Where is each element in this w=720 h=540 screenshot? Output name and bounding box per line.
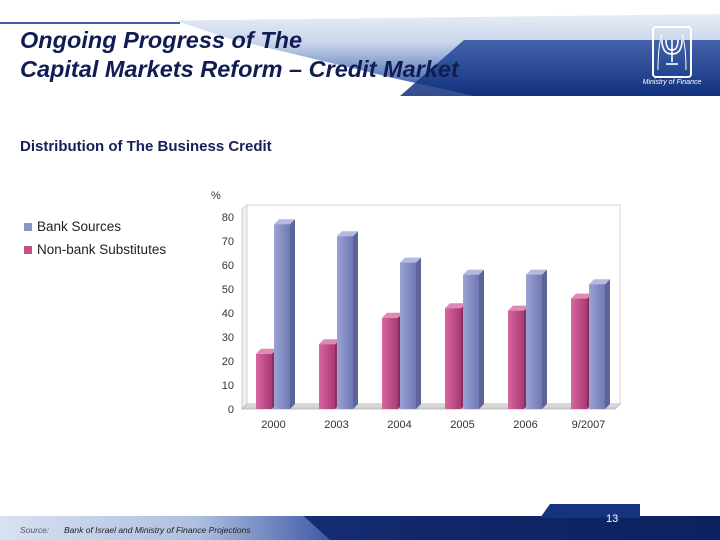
chart-legend: Bank Sources Non-bank Substitutes <box>24 215 166 261</box>
x-tick-label: 9/2007 <box>572 419 606 431</box>
legend-swatch-nonbank <box>24 245 32 254</box>
section-subtitle: Distribution of The Business Credit <box>20 138 272 155</box>
y-tick-label: 30 <box>222 332 234 344</box>
legend-label-bank: Bank Sources <box>37 219 122 234</box>
x-tick-label: 2004 <box>387 419 411 431</box>
y-tick-label: 10 <box>222 380 234 392</box>
bar-bank-side <box>416 257 421 409</box>
legend-item-bank: Bank Sources <box>24 215 166 238</box>
bar-bank-top <box>463 269 484 275</box>
bar-nonbank-top <box>571 293 592 299</box>
y-tick-label: 20 <box>222 356 234 368</box>
bar-nonbank <box>382 317 398 409</box>
chart-back-wall <box>246 204 621 405</box>
y-tick-label: 70 <box>222 236 234 248</box>
chart-side-wall <box>241 203 248 411</box>
bar-bank-side <box>479 269 484 409</box>
header-swoosh-dark <box>400 40 720 96</box>
x-tick-label: 2000 <box>261 419 285 431</box>
bar-nonbank-top <box>319 339 340 345</box>
bar-bank-top <box>526 269 547 275</box>
bar-nonbank <box>445 308 461 409</box>
x-tick-label: 2003 <box>324 419 348 431</box>
bar-bank-side <box>290 219 295 409</box>
bar-bank-top <box>274 219 295 225</box>
y-tick-label: 50 <box>222 284 234 296</box>
bar-nonbank <box>256 353 272 409</box>
footer-bar <box>0 516 720 540</box>
bar-nonbank-top <box>445 303 466 309</box>
x-tick-label: 2005 <box>450 419 474 431</box>
bar-nonbank-top <box>256 348 277 354</box>
bar-nonbank <box>508 310 524 409</box>
legend-item-nonbank: Non-bank Substitutes <box>24 238 166 261</box>
y-tick-label: 80 <box>222 212 234 224</box>
y-tick-label: 40 <box>222 308 234 320</box>
y-tick-label: 0 <box>228 404 234 416</box>
page-number: 13 <box>606 513 619 525</box>
bar-nonbank <box>319 344 335 409</box>
bar-nonbank-top <box>508 305 529 311</box>
chart-floor <box>240 403 622 410</box>
header: Ongoing Progress of The Capital Markets … <box>0 0 720 96</box>
footer-light-band <box>0 516 330 540</box>
page-title-line-1: Ongoing Progress of The <box>20 27 303 53</box>
footer-tab <box>540 504 640 518</box>
legend-swatch-bank <box>24 222 32 231</box>
bar-nonbank-top <box>382 312 403 318</box>
y-tick-label: 60 <box>222 260 234 272</box>
bar-bank <box>589 284 605 409</box>
bar-bank-side <box>353 231 358 409</box>
bar-bank <box>274 224 290 409</box>
source-text: Bank of Israel and Ministry of Finance P… <box>64 525 251 535</box>
header-rule <box>0 22 180 24</box>
bar-bank <box>463 274 479 409</box>
source-label: Source: <box>20 525 50 535</box>
bar-bank <box>526 274 542 409</box>
page-title: Ongoing Progress of The Capital Markets … <box>20 26 459 84</box>
bar-bank <box>337 236 353 409</box>
bar-bank-top <box>400 257 421 263</box>
page-title-line-2: Capital Markets Reform – Credit Market <box>20 56 459 82</box>
legend-label-nonbank: Non-bank Substitutes <box>37 242 167 257</box>
ministry-label: Ministry of Finance <box>642 79 702 86</box>
bar-chart: 0 10 20 30 40 50 60 70 80% 2000 2003 2004 2005 2006 9/… <box>211 190 622 431</box>
x-tick-label: 2006 <box>513 419 537 431</box>
bar-bank-top <box>589 279 610 285</box>
bar-bank-side <box>605 279 610 409</box>
bar-nonbank <box>571 298 587 409</box>
bar-bank-top <box>337 231 358 237</box>
y-axis-label: % <box>211 190 221 202</box>
menorah-emblem-icon <box>652 26 692 78</box>
bar-bank <box>400 262 416 409</box>
bar-bank-side <box>542 269 547 409</box>
